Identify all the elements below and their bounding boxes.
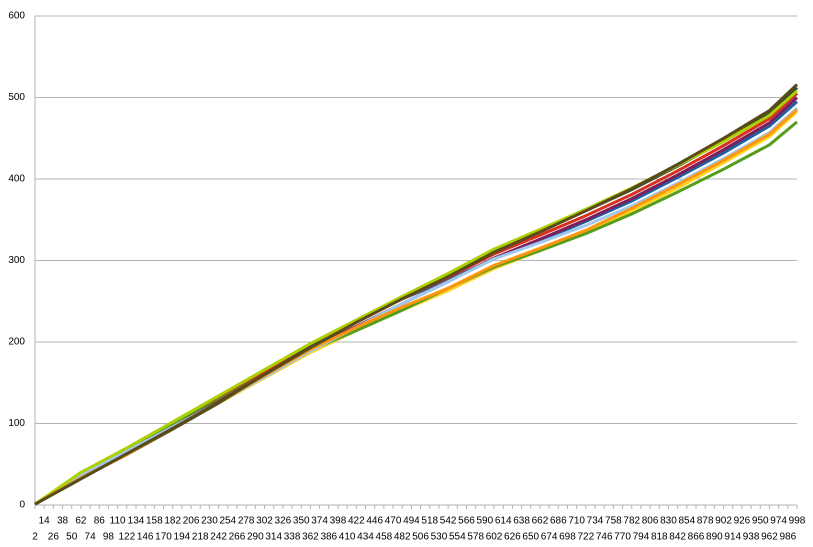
x-tick-label: 506 <box>412 532 429 543</box>
x-tick-label: 614 <box>495 516 512 527</box>
x-tick-label: 542 <box>440 516 457 527</box>
x-tick-label: 74 <box>85 532 97 543</box>
x-tick-label: 638 <box>513 516 530 527</box>
x-tick-label: 494 <box>403 516 420 527</box>
x-tick-label: 146 <box>137 532 154 543</box>
x-tick-label: 830 <box>660 516 677 527</box>
x-tick-label: 698 <box>559 532 576 543</box>
x-tick-label: 758 <box>605 516 622 527</box>
x-tick-label: 170 <box>155 532 172 543</box>
x-tick-label: 602 <box>486 532 503 543</box>
x-tick-label: 386 <box>320 532 337 543</box>
x-tick-label: 806 <box>642 516 659 527</box>
x-tick-label: 926 <box>734 516 751 527</box>
x-tick-label: 662 <box>532 516 549 527</box>
y-tick-label: 300 <box>8 255 25 266</box>
x-tick-label: 338 <box>284 532 301 543</box>
x-tick-label: 182 <box>164 516 181 527</box>
x-tick-label: 902 <box>715 516 732 527</box>
x-tick-label: 842 <box>669 532 686 543</box>
x-tick-label: 254 <box>219 516 236 527</box>
x-tick-label: 2 <box>32 532 38 543</box>
x-tick-label: 554 <box>449 532 466 543</box>
x-tick-label: 518 <box>421 516 438 527</box>
x-tick-label: 398 <box>330 516 347 527</box>
x-tick-label: 218 <box>192 532 209 543</box>
x-tick-label: 434 <box>357 532 374 543</box>
x-tick-label: 770 <box>614 532 631 543</box>
series-line <box>34 83 799 506</box>
x-tick-label: 710 <box>568 516 585 527</box>
x-tick-label: 986 <box>779 532 796 543</box>
x-tick-label: 458 <box>376 532 393 543</box>
x-tick-label: 110 <box>110 516 126 527</box>
x-tick-label: 158 <box>146 516 163 527</box>
x-tick-label: 722 <box>577 532 594 543</box>
y-tick-label: 100 <box>8 418 25 429</box>
y-tick-label: 0 <box>19 500 25 511</box>
x-tick-label: 626 <box>504 532 521 543</box>
x-tick-label: 50 <box>66 532 78 543</box>
x-tick-label: 854 <box>678 516 695 527</box>
x-tick-label: 482 <box>394 532 411 543</box>
x-tick-label: 134 <box>128 516 145 527</box>
x-tick-label: 566 <box>458 516 475 527</box>
x-tick-label: 206 <box>183 516 200 527</box>
x-tick-label: 98 <box>103 532 115 543</box>
x-tick-label: 230 <box>201 516 218 527</box>
x-tick-label: 14 <box>39 516 51 527</box>
x-tick-label: 422 <box>348 516 365 527</box>
x-tick-label: 194 <box>174 532 191 543</box>
x-tick-label: 938 <box>743 532 760 543</box>
x-tick-label: 578 <box>467 532 484 543</box>
y-tick-label: 200 <box>8 337 25 348</box>
y-tick-label: 500 <box>8 92 25 103</box>
x-tick-label: 62 <box>75 516 87 527</box>
x-tick-label: 734 <box>587 516 604 527</box>
x-tick-label: 650 <box>522 532 539 543</box>
x-tick-label: 350 <box>293 516 310 527</box>
x-tick-label: 290 <box>247 532 264 543</box>
x-tick-label: 878 <box>697 516 714 527</box>
x-tick-label: 686 <box>550 516 567 527</box>
x-tick-label: 746 <box>596 532 613 543</box>
x-tick-label: 86 <box>94 516 106 527</box>
x-tick-label: 674 <box>541 532 558 543</box>
x-tick-label: 326 <box>275 516 292 527</box>
x-tick-label: 470 <box>385 516 402 527</box>
x-tick-label: 314 <box>265 532 282 543</box>
x-tick-label: 302 <box>256 516 273 527</box>
x-tick-label: 950 <box>752 516 769 527</box>
x-tick-label: 794 <box>633 532 650 543</box>
x-tick-label: 446 <box>366 516 383 527</box>
x-tick-label: 242 <box>210 532 227 543</box>
x-tick-label: 914 <box>724 532 741 543</box>
x-tick-label: 362 <box>302 532 319 543</box>
x-tick-label: 26 <box>48 532 60 543</box>
x-tick-label: 818 <box>651 532 668 543</box>
x-tick-label: 530 <box>431 532 448 543</box>
x-tick-label: 998 <box>789 516 806 527</box>
x-tick-label: 410 <box>339 532 356 543</box>
x-tick-label: 962 <box>761 532 778 543</box>
x-tick-label: 590 <box>477 516 494 527</box>
x-tick-label: 266 <box>229 532 246 543</box>
x-tick-label: 782 <box>623 516 640 527</box>
y-tick-label: 600 <box>8 11 25 22</box>
x-tick-label: 38 <box>57 516 69 527</box>
x-tick-label: 974 <box>770 516 787 527</box>
x-tick-label: 374 <box>311 516 328 527</box>
y-tick-label: 400 <box>8 174 25 185</box>
x-tick-label: 278 <box>238 516 255 527</box>
x-tick-label: 122 <box>118 532 135 543</box>
x-tick-label: 890 <box>706 532 723 543</box>
x-tick-label: 866 <box>688 532 705 543</box>
